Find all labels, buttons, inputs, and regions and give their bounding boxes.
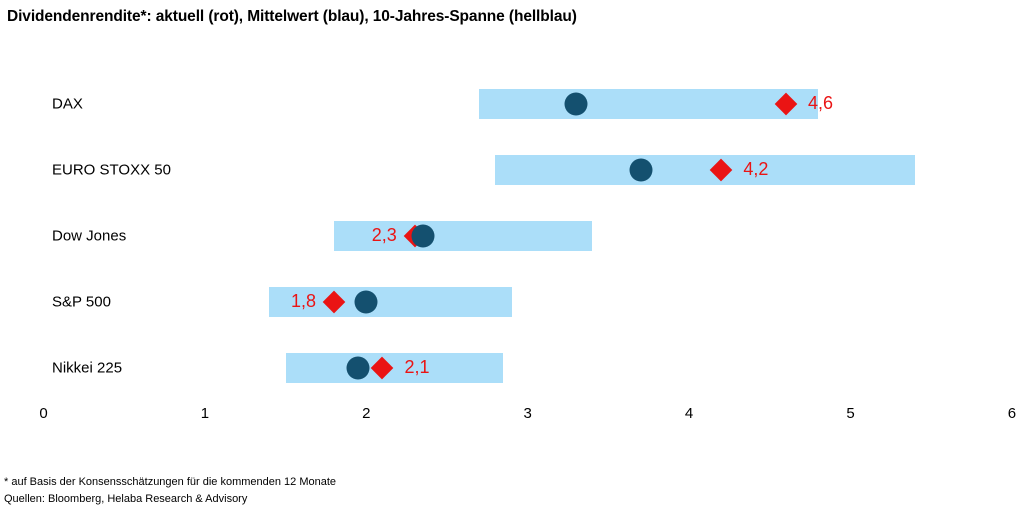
category-label: Dow Jones bbox=[52, 227, 127, 245]
mean-value-dot-icon bbox=[629, 158, 653, 182]
x-axis-tick-label: 2 bbox=[362, 405, 371, 422]
category-label: EURO STOXX 50 bbox=[52, 161, 171, 179]
mean-value-dot-icon bbox=[346, 356, 370, 380]
x-axis-tick-label: 0 bbox=[39, 405, 48, 422]
current-value-label: 2,1 bbox=[404, 357, 430, 378]
footnote-basis: * auf Basis der Konsensschätzungen für d… bbox=[4, 476, 337, 488]
chart-title: Dividendenrendite*: aktuell (rot), Mitte… bbox=[7, 8, 577, 25]
current-value-label: 1,8 bbox=[290, 291, 317, 312]
x-axis-tick-label: 5 bbox=[846, 405, 855, 422]
mean-value-dot-icon bbox=[564, 92, 588, 116]
category-label: DAX bbox=[52, 95, 83, 113]
current-value-label: 4,2 bbox=[743, 159, 769, 180]
current-value-label: 4,6 bbox=[807, 93, 833, 114]
footnotes: * auf Basis der Konsensschätzungen für d… bbox=[4, 474, 336, 508]
range-bar bbox=[495, 155, 916, 185]
footnote-source: Quellen: Bloomberg, Helaba Research & Ad… bbox=[4, 493, 248, 505]
mean-value-dot-icon bbox=[354, 290, 378, 314]
category-label: Nikkei 225 bbox=[52, 359, 123, 377]
category-label: S&P 500 bbox=[52, 293, 111, 311]
x-axis-tick-label: 6 bbox=[1007, 405, 1017, 422]
range-bar bbox=[479, 89, 819, 119]
mean-value-dot-icon bbox=[411, 224, 435, 248]
x-axis-tick-label: 4 bbox=[684, 405, 694, 422]
x-axis-tick-label: 1 bbox=[200, 405, 210, 422]
range-bar bbox=[334, 221, 593, 251]
range-bar bbox=[285, 353, 504, 383]
range-bar bbox=[269, 287, 512, 317]
current-value-label: 2,3 bbox=[371, 225, 397, 246]
x-axis-tick-label: 3 bbox=[523, 405, 532, 422]
